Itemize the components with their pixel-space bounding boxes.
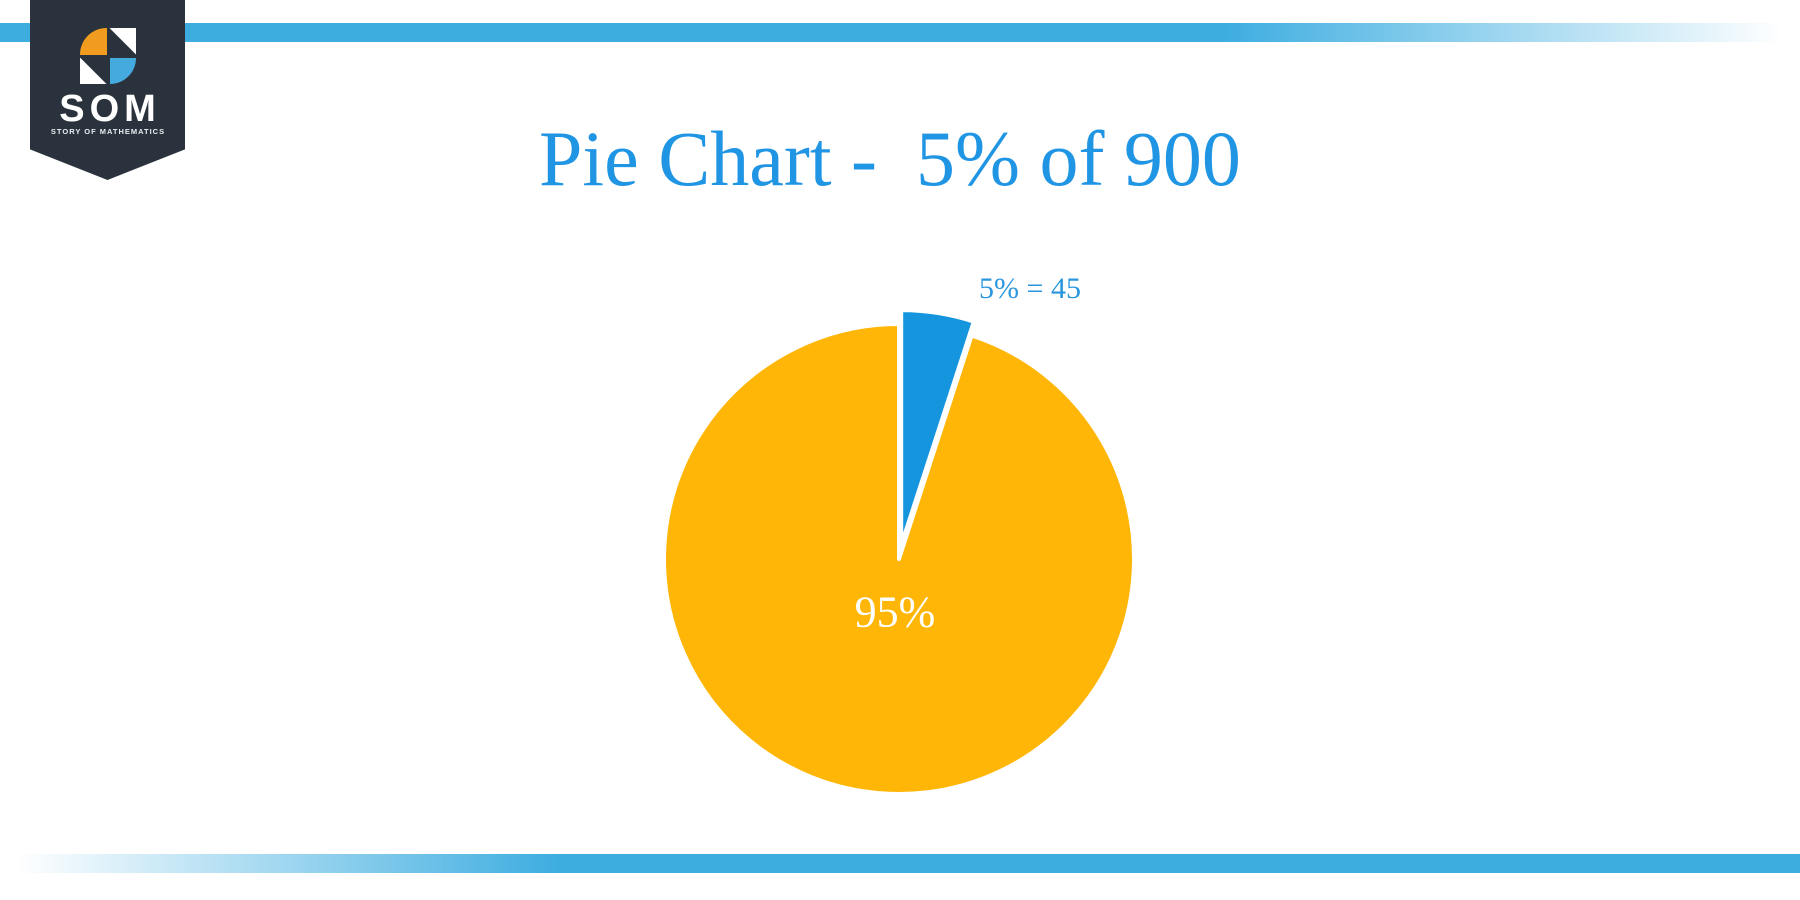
logo-quadrant-white-triangle-top-icon [109, 28, 136, 55]
pie-callout-label-5: 5% = 45 [979, 272, 1081, 305]
logo-tagline: STORY OF MATHEMATICS [50, 127, 166, 136]
top-accent-stripe [0, 23, 1800, 42]
logo-quadrant-orange-icon [80, 28, 107, 55]
page-title: Pie Chart - 5% of 900 [539, 115, 1241, 202]
logo-quadrant-blue-icon [109, 57, 136, 84]
bottom-accent-stripe [0, 854, 1800, 873]
logo-quadrant-white-triangle-bottom-icon [80, 57, 107, 84]
pie-slice-label-95: 95% [854, 587, 936, 637]
som-logo-icon [80, 28, 136, 84]
som-logo-pennant: SOM STORY OF MATHEMATICS [30, 0, 185, 180]
logo-wordmark: SOM [59, 88, 161, 130]
pie-slice [899, 308, 976, 548]
pie-slice [662, 322, 1136, 796]
